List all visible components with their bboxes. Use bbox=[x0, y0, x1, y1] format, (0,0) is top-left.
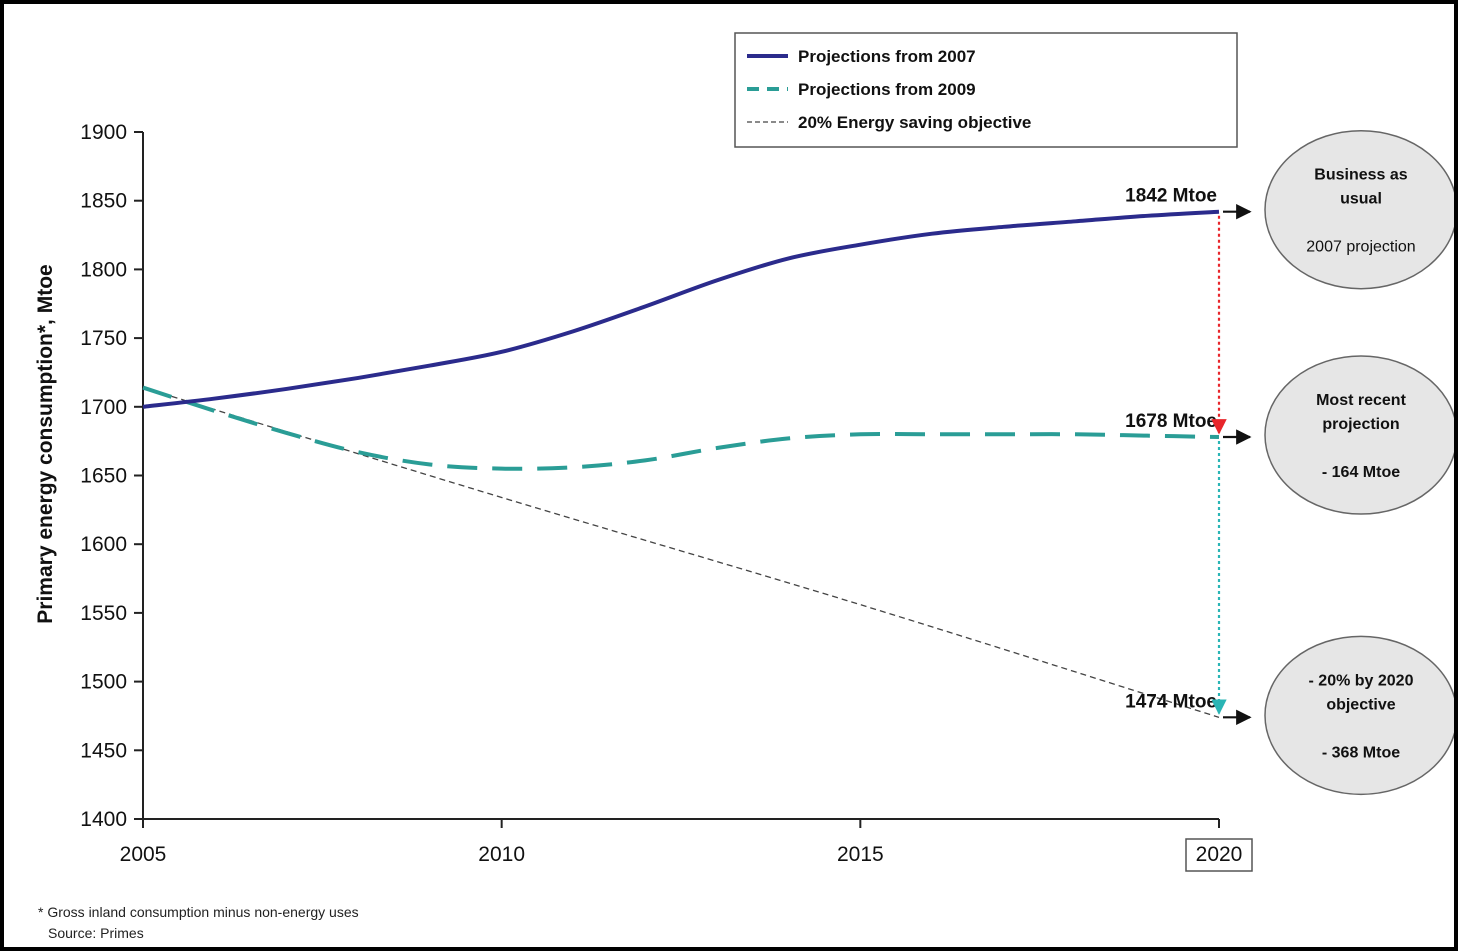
bubble-line-3: - 368 Mtoe bbox=[1322, 744, 1400, 761]
y-axis-label: Primary energy consumption*, Mtoe bbox=[34, 264, 57, 623]
value-annotation: 1842 Mtoe bbox=[1125, 186, 1217, 207]
value-annotation: 1678 Mtoe bbox=[1125, 411, 1217, 432]
series-line-1 bbox=[142, 209, 1220, 409]
annotation-layer: 1842 Mtoe 1678 Mtoe 1474 Mtoe Business as us… bbox=[1125, 129, 1458, 796]
bubble-line-2: projection bbox=[1322, 416, 1399, 433]
line-chart: 1400 1450 1500 1550 1600 1650 1700 1750 1800 1850… bbox=[34, 32, 1458, 941]
callout-bubble bbox=[1264, 355, 1458, 515]
legend-label-1: Projections from 2007 bbox=[798, 47, 976, 66]
x-tick-label: 2010 bbox=[478, 843, 525, 866]
legend-label-2: Projections from 2009 bbox=[798, 80, 976, 99]
x-tick-label: 2020 bbox=[1196, 843, 1243, 866]
bubble-line-1: Business as bbox=[1314, 167, 1407, 184]
bubble-line-1: - 20% by 2020 bbox=[1309, 672, 1414, 689]
y-tick-label: 1450 bbox=[80, 739, 127, 762]
x-tick-highlight-box bbox=[1185, 838, 1253, 872]
series-line-3 bbox=[142, 386, 1220, 718]
y-tick-label: 1850 bbox=[80, 190, 127, 213]
y-tick-label: 1750 bbox=[80, 327, 127, 350]
bubble-line-2: usual bbox=[1340, 191, 1382, 208]
footnote-text: * Gross inland consumption minus non-ene… bbox=[38, 904, 359, 920]
y-tick-label: 1700 bbox=[80, 396, 127, 419]
axes: 1400 1450 1500 1550 1600 1650 1700 1750 1800 1850… bbox=[80, 121, 1253, 872]
y-tick-label: 1650 bbox=[80, 465, 127, 488]
legend: Projections from 2007 Projections from 20… bbox=[734, 32, 1238, 148]
bubble-line-3: 2007 projection bbox=[1306, 239, 1415, 256]
y-tick-label: 1800 bbox=[80, 258, 127, 281]
series-layer bbox=[142, 209, 1220, 718]
legend-box bbox=[734, 32, 1238, 148]
bubble-line-3: - 164 Mtoe bbox=[1322, 464, 1400, 481]
y-tick-label: 1500 bbox=[80, 671, 127, 694]
callout-bubble bbox=[1264, 129, 1458, 290]
y-tick-label: 1550 bbox=[80, 602, 127, 625]
callout-bubble bbox=[1264, 635, 1458, 796]
y-tick-label: 1400 bbox=[80, 808, 127, 831]
bubble-line-1: Most recent bbox=[1316, 392, 1406, 409]
value-annotation: 1474 Mtoe bbox=[1125, 691, 1217, 712]
x-tick-label: 2005 bbox=[120, 843, 167, 866]
source-text: Source: Primes bbox=[48, 925, 144, 941]
y-tick-label: 1600 bbox=[80, 533, 127, 556]
series-line-2 bbox=[142, 385, 1220, 471]
legend-label-3: 20% Energy saving objective bbox=[798, 113, 1031, 132]
bubble-line-2: objective bbox=[1326, 696, 1395, 713]
x-tick-label: 2015 bbox=[837, 843, 884, 866]
y-tick-label: 1900 bbox=[80, 121, 127, 144]
